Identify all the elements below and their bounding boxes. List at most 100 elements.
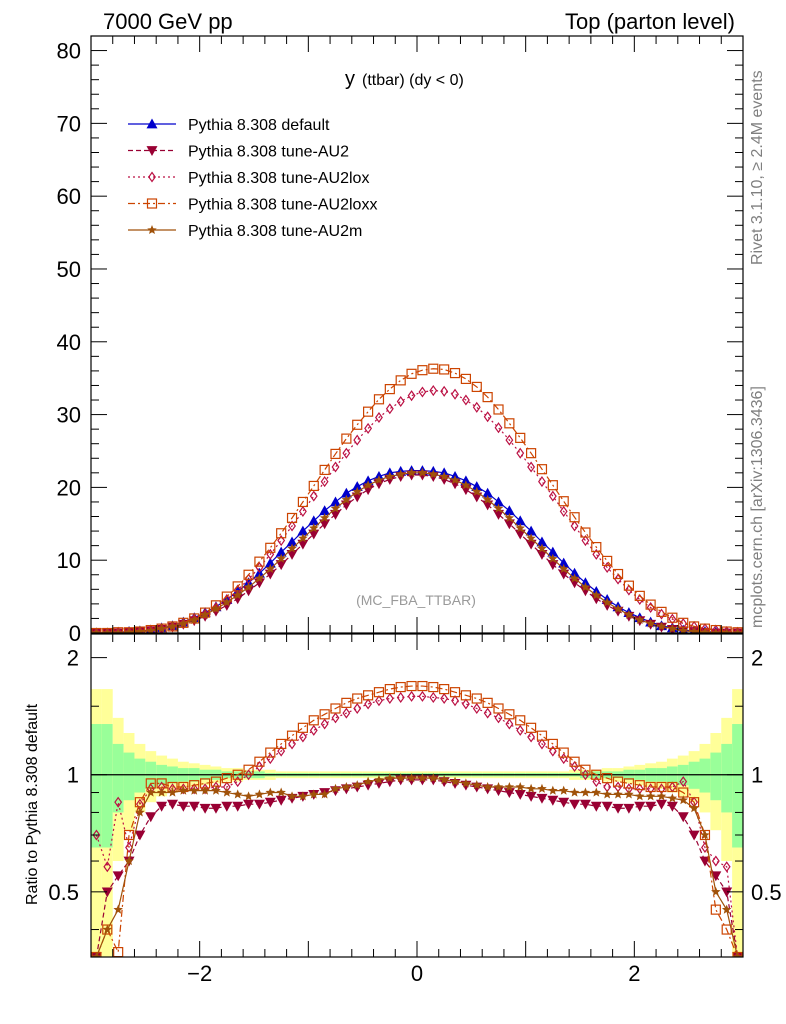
ratio-series-0-point: [384, 777, 396, 788]
main-series-1: [91, 470, 743, 633]
ratio-series-1-point: [440, 692, 449, 705]
main-ytick-label: 70: [57, 111, 81, 136]
main-series-layer: [91, 363, 743, 633]
main-series-2-point: [548, 490, 557, 502]
main-series-3-point: [243, 569, 254, 580]
main-series-0-point: [536, 536, 548, 547]
main-series-2-point: [516, 447, 525, 459]
ratio-bands-clip: [91, 689, 743, 957]
main-series-3-point: [178, 617, 189, 628]
main-series-3-point: [286, 512, 298, 524]
main-series-3-point: [265, 542, 276, 553]
ratio-series-0-point: [634, 801, 646, 812]
main-series-4-point: [461, 480, 471, 490]
main-series-2-point: [364, 422, 373, 434]
ratio-series-0-point: [167, 799, 178, 810]
main-series-4-point: [287, 543, 297, 553]
main-series-3-point: [645, 599, 656, 610]
main-series-2-point: [559, 505, 568, 517]
ratio-series-2-point: [493, 703, 504, 714]
ratio-series-2-point: [449, 687, 461, 698]
ratio-series-2-point: [612, 776, 624, 787]
main-series-0-point: [308, 515, 320, 526]
ratio-series-1-point: [722, 861, 731, 873]
main-series-3-point: [254, 556, 265, 567]
ratio-series-1-point: [331, 712, 340, 724]
main-series-2-point: [483, 411, 492, 423]
main-series-4-point: [450, 475, 460, 485]
ratio-series-3-point: [135, 807, 145, 817]
main-series-0-point: [503, 505, 515, 516]
main-ytick-label: 80: [57, 39, 81, 64]
ratio-series-2-point: [439, 683, 450, 695]
main-series-3-point: [297, 496, 308, 508]
ratio-series-2-point: [341, 697, 352, 708]
ratio-series-2-point: [330, 703, 341, 714]
main-series-3-point: [699, 623, 711, 633]
main-series-4-point: [341, 494, 352, 504]
ratio-series-2-point: [602, 773, 613, 784]
ratio-series-1-point: [483, 707, 492, 719]
ratio-series-2-point: [113, 947, 124, 957]
main-series-4-point: [406, 467, 417, 477]
ratio-series-3-point: [91, 952, 102, 957]
ratio-series-3-point: [450, 776, 460, 786]
main-series-3-point: [536, 464, 548, 475]
ratio-series-0-point: [156, 801, 168, 812]
main-series-2-point: [733, 626, 742, 633]
main-series-3-point: [612, 568, 624, 580]
main-series-2-point: [711, 624, 720, 633]
main-series-1-point: [612, 606, 624, 617]
ratio-series-1-point: [548, 745, 557, 757]
ratio-series-3-point: [113, 904, 123, 914]
ratio-series-2-point: [428, 681, 439, 693]
legend-label: Pythia 8.308 tune-AU2: [188, 144, 349, 161]
ratio-series-2-point: [395, 681, 406, 693]
main-series-3-point: [319, 464, 330, 476]
ratio-series-3-point: [635, 791, 645, 801]
main-series-3-point: [547, 480, 558, 491]
ratio-series-3-point: [602, 789, 612, 799]
main-series-4-point: [472, 486, 482, 496]
ratio-series-3-point: [461, 778, 471, 788]
ratio-series-3-point: [439, 774, 449, 784]
main-series-0-point: [319, 505, 331, 516]
main-series-4-point: [548, 553, 558, 563]
ratio-ytick-label-left: 0.5: [48, 880, 79, 905]
main-series-4-point: [276, 553, 286, 563]
ratio-series-2-point: [373, 687, 385, 698]
main-series-0-point: [264, 557, 276, 568]
main-series-4-point: [700, 627, 710, 633]
ratio-series-0-point: [688, 830, 700, 841]
ratio-series-3-point: [319, 789, 330, 799]
ratio-ytick-label-right: 1: [751, 763, 763, 788]
main-series-3-point: [623, 580, 635, 591]
ratio-series-0-point: [666, 801, 678, 812]
ratio-series-2-point: [363, 690, 374, 701]
main-series-2-point: [581, 535, 590, 547]
ratio-series-0-point: [656, 799, 667, 810]
main-series-3-point: [352, 419, 363, 430]
ratio-band-inner: [721, 743, 733, 813]
main-series-4-point: [309, 523, 319, 533]
ratio-series-0-point: [601, 801, 613, 812]
ratio-series-1-point: [385, 692, 394, 705]
ratio-series-2-point: [417, 680, 428, 692]
ratio-series-1-point: [581, 769, 590, 781]
main-series-4-point: [558, 563, 569, 573]
header-process-label: Top (parton level): [565, 9, 735, 34]
ratio-series-3-point: [232, 789, 243, 799]
main-series-4-point: [537, 543, 547, 553]
main-series-2-point: [342, 447, 351, 459]
ratio-series-1-point: [679, 776, 688, 788]
ratio-series-0-point: [264, 797, 276, 808]
ratio-series-0-point: [493, 786, 504, 797]
ratio-series-3-point: [265, 787, 276, 797]
ratio-series-3-point: [146, 787, 156, 797]
ratio-series-2-point: [134, 797, 145, 808]
main-series-2-point: [146, 624, 155, 633]
ratio-series-1-point: [461, 698, 470, 710]
ratio-series-3-point: [591, 787, 602, 797]
ratio-series-3-point: [178, 785, 189, 795]
analysis-id-label: (MC_FBA_TTBAR): [356, 592, 476, 608]
